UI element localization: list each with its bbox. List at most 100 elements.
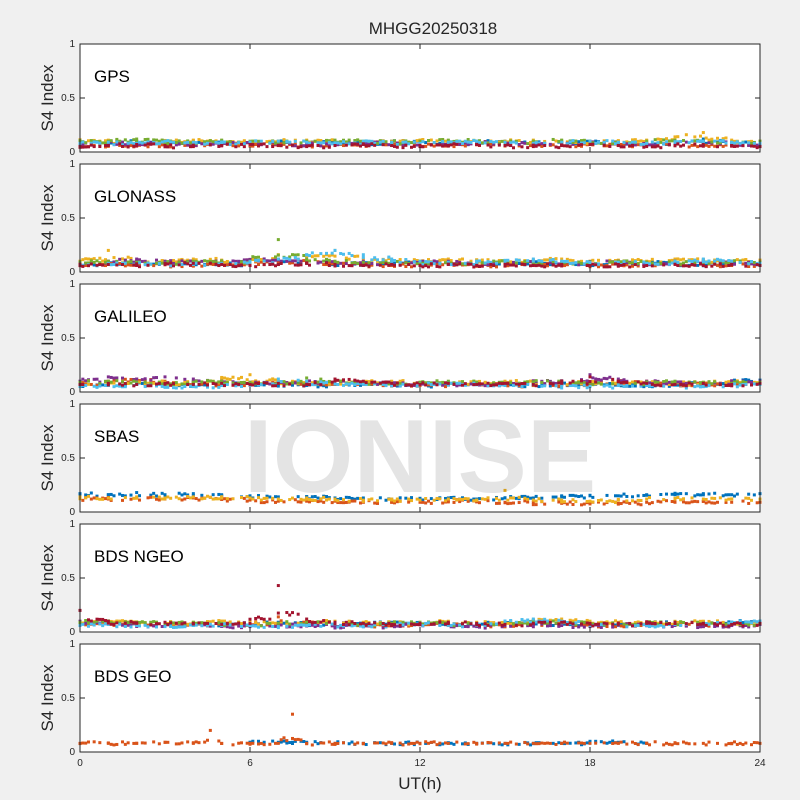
trace-dot bbox=[710, 264, 714, 268]
trace-dot bbox=[319, 139, 323, 143]
trace-dot bbox=[319, 499, 323, 503]
trace-dot bbox=[364, 144, 368, 148]
trace-dot bbox=[282, 138, 286, 142]
trace-dot bbox=[716, 136, 719, 140]
data-point bbox=[588, 264, 592, 268]
trace-dot bbox=[186, 622, 190, 626]
trace-dot bbox=[180, 625, 184, 629]
trace-dot bbox=[574, 618, 578, 622]
trace-dot bbox=[296, 261, 300, 265]
trace-dot bbox=[89, 139, 93, 143]
trace-dot bbox=[693, 494, 697, 498]
trace-dot bbox=[497, 260, 501, 264]
data-point bbox=[645, 500, 649, 504]
trace-dot bbox=[310, 143, 314, 147]
trace-dot bbox=[262, 625, 266, 629]
trace-dot bbox=[614, 381, 617, 385]
trace-dot bbox=[509, 141, 513, 145]
trace-dot bbox=[421, 263, 425, 267]
trace-dot bbox=[310, 495, 314, 499]
trace-dot bbox=[568, 493, 572, 497]
trace-dot bbox=[143, 385, 147, 389]
trace-dot bbox=[271, 621, 275, 625]
trace-dot bbox=[523, 496, 527, 500]
trace-dot bbox=[619, 260, 623, 264]
y-tick-label: 0.5 bbox=[61, 213, 75, 224]
trace-dot bbox=[455, 498, 459, 502]
trace-dot bbox=[633, 621, 637, 625]
trace-dot bbox=[622, 380, 626, 384]
data-point bbox=[390, 262, 394, 266]
trace-dot bbox=[172, 261, 175, 265]
data-point bbox=[616, 260, 620, 264]
trace-dot bbox=[707, 138, 711, 142]
trace-dot bbox=[177, 383, 181, 387]
trace-dot bbox=[611, 262, 615, 266]
trace-dot bbox=[155, 625, 158, 629]
trace-dot bbox=[121, 498, 124, 502]
trace-dot bbox=[378, 139, 382, 143]
trace-dot bbox=[356, 254, 360, 258]
trace-dot bbox=[288, 257, 292, 261]
trace-dot bbox=[155, 376, 158, 380]
trace-dot bbox=[387, 624, 391, 628]
trace-dot bbox=[650, 261, 654, 265]
trace-dot bbox=[101, 624, 105, 628]
trace-dot bbox=[327, 145, 331, 149]
trace-dot bbox=[653, 383, 657, 387]
trace-dot bbox=[183, 497, 187, 501]
trace-dot bbox=[738, 619, 742, 623]
trace-dot bbox=[667, 260, 671, 264]
trace-dot bbox=[310, 141, 314, 145]
trace-dot bbox=[214, 621, 218, 625]
trace-dot bbox=[390, 624, 394, 628]
trace-dot bbox=[123, 264, 127, 268]
trace-dot bbox=[251, 624, 255, 628]
trace-dot bbox=[463, 383, 467, 387]
trace-dot bbox=[699, 381, 702, 385]
trace-dot bbox=[169, 264, 173, 268]
trace-dot bbox=[594, 263, 598, 267]
trace-dot bbox=[121, 493, 124, 497]
trace-dot bbox=[268, 624, 272, 628]
trace-dot bbox=[631, 140, 634, 144]
trace-dot bbox=[194, 621, 198, 625]
trace-dot bbox=[506, 143, 510, 147]
trace-dot bbox=[310, 623, 314, 627]
trace-dot bbox=[339, 382, 343, 386]
trace-dot bbox=[551, 623, 555, 627]
trace-dot bbox=[291, 379, 294, 383]
trace-dot bbox=[432, 622, 436, 626]
trace-dot bbox=[327, 620, 331, 624]
trace-dot bbox=[401, 379, 405, 383]
trace-dot bbox=[665, 492, 668, 496]
trace-dot bbox=[410, 265, 413, 269]
trace-dot bbox=[461, 625, 464, 629]
trace-dot bbox=[109, 139, 113, 143]
trace-dot bbox=[563, 264, 566, 268]
axes-background bbox=[80, 44, 760, 152]
data-point bbox=[276, 144, 280, 148]
trace-dot bbox=[721, 139, 725, 143]
trace-dot bbox=[231, 626, 235, 630]
trace-dot bbox=[622, 145, 626, 149]
trace-dot bbox=[452, 145, 456, 149]
trace-dot bbox=[104, 620, 107, 624]
trace-dot bbox=[81, 622, 85, 626]
trace-dot bbox=[123, 138, 127, 142]
trace-dot bbox=[149, 495, 153, 499]
trace-dot bbox=[438, 497, 442, 501]
trace-dot bbox=[563, 622, 566, 626]
trace-dot bbox=[89, 259, 93, 263]
trace-dot bbox=[478, 259, 481, 263]
trace-dot bbox=[203, 383, 207, 387]
trace-dot bbox=[81, 381, 85, 385]
trace-dot bbox=[716, 619, 719, 623]
trace-dot bbox=[418, 496, 422, 500]
trace-dot bbox=[622, 260, 626, 264]
trace-dot bbox=[129, 497, 133, 501]
trace-dot bbox=[172, 624, 175, 628]
trace-dot bbox=[378, 381, 382, 385]
trace-dot bbox=[98, 263, 102, 267]
